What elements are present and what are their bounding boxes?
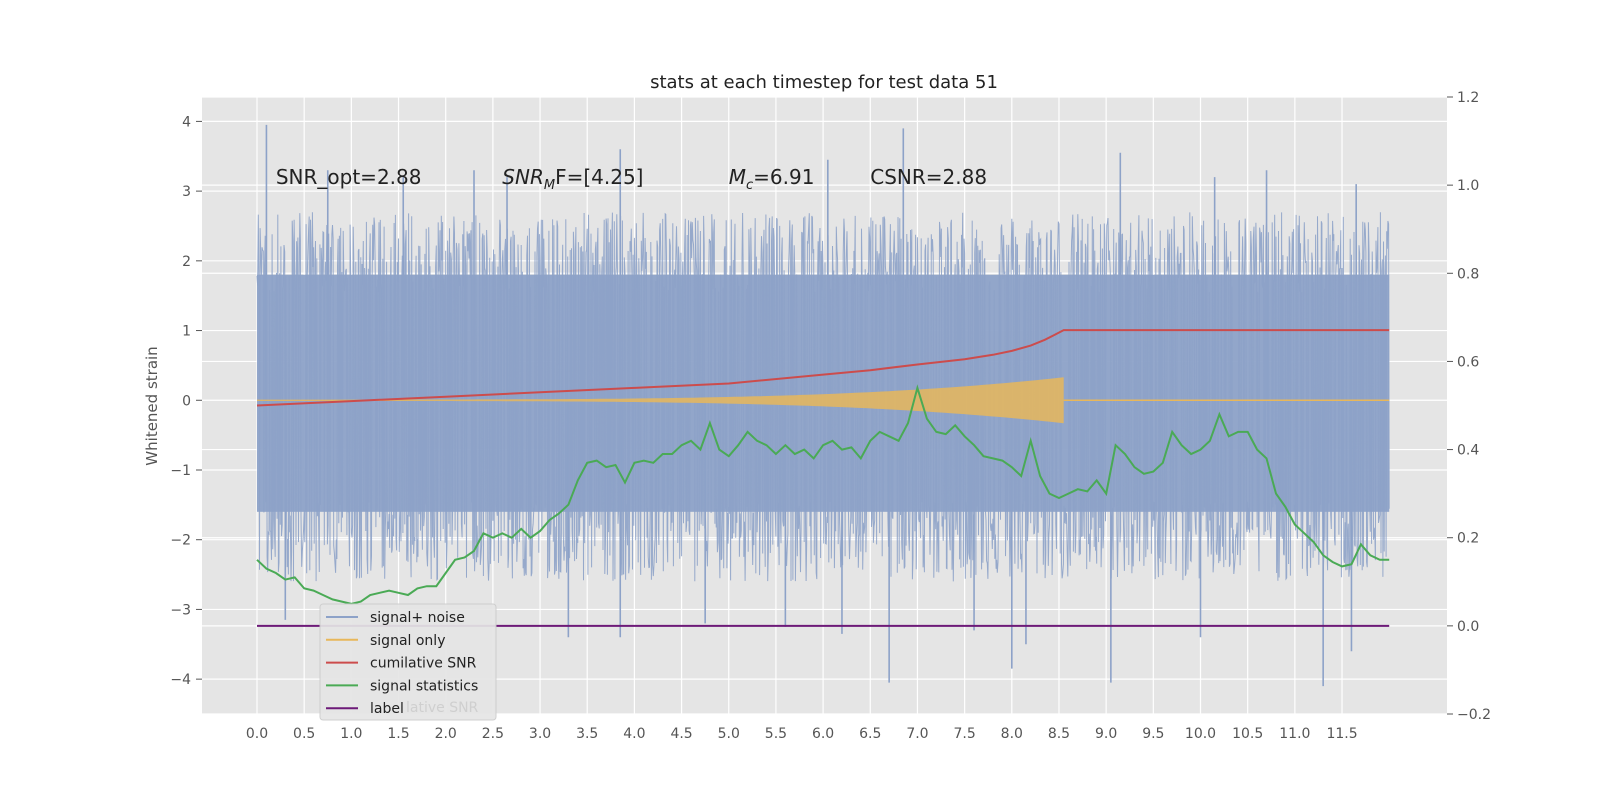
- x-tick-label: 3.5: [576, 726, 598, 742]
- legend-label: signal only: [370, 633, 445, 649]
- stat-annotation: CSNR=2.88: [870, 165, 987, 189]
- x-tick-label: 9.0: [1095, 726, 1117, 742]
- x-tick-label: 4.0: [623, 726, 645, 742]
- x-tick-label: 5.5: [765, 726, 787, 742]
- x-tick-label: 7.0: [906, 726, 928, 742]
- y-axis-label: Whitened strain: [143, 346, 161, 465]
- x-tick-label: 11.0: [1279, 726, 1310, 742]
- x-tick-label: 4.5: [670, 726, 692, 742]
- y-tick-label: 1: [182, 324, 191, 340]
- axis-ticks: 0.0 0.5 1.0 1.5 2.0 2.5 3.0 3.5 4.0 4.5 5.0 5.5 6.0 6…: [170, 90, 1491, 742]
- x-tick-label: 1.0: [340, 726, 362, 742]
- x-tick-label: 8.5: [1048, 726, 1070, 742]
- stat-annotation: Mc=6.91: [729, 165, 815, 193]
- x-tick-label: 7.5: [953, 726, 975, 742]
- legend-label: label: [370, 701, 404, 717]
- y2-tick-label: 0.0: [1457, 619, 1479, 635]
- legend-ghost-text: lative SNR: [406, 700, 479, 716]
- x-tick-label: 0.0: [246, 726, 268, 742]
- chart-title: stats at each timestep for test data 51: [650, 72, 998, 93]
- y2-tick-label: −0.2: [1457, 707, 1491, 723]
- x-tick-label: 9.5: [1142, 726, 1164, 742]
- y2-tick-label: 1.2: [1457, 90, 1479, 106]
- y-tick-label: 4: [182, 114, 191, 130]
- x-tick-label: 5.0: [718, 726, 740, 742]
- y-tick-label: 2: [182, 254, 191, 270]
- y2-tick-label: 0.8: [1457, 266, 1479, 282]
- y2-tick-label: 0.6: [1457, 354, 1479, 370]
- legend-label: cumilative SNR: [370, 656, 477, 672]
- legend-label: signal+ noise: [370, 610, 465, 626]
- stat-annotations: SNR_opt=2.88 SNRMF=[4.25] Mc=6.91 CSNR=2.88: [276, 165, 987, 193]
- y2-tick-label: 0.2: [1457, 531, 1479, 547]
- x-tick-label: 10.5: [1232, 726, 1263, 742]
- y-tick-label: −3: [170, 602, 191, 618]
- signal-statistics-line: [256, 384, 1390, 605]
- x-tick-label: 2.5: [482, 726, 504, 742]
- y-tick-label: −4: [170, 672, 191, 688]
- cumilative-snr-line: [256, 329, 1390, 407]
- x-tick-label: 10.0: [1185, 726, 1216, 742]
- x-tick-label: 0.5: [293, 726, 315, 742]
- y-tick-label: −1: [170, 463, 191, 479]
- y2-tick-label: 0.4: [1457, 443, 1479, 459]
- y-tick-label: 3: [182, 184, 191, 200]
- legend: lative SNR signal+ noise signal only cumila…: [319, 603, 497, 721]
- x-tick-label: 6.5: [859, 726, 881, 742]
- x-tick-label: 2.0: [435, 726, 457, 742]
- y2-tick-label: 1.0: [1457, 178, 1479, 194]
- x-tick-label: 3.0: [529, 726, 551, 742]
- x-tick-label: 1.5: [387, 726, 409, 742]
- x-tick-label: 8.0: [1001, 726, 1023, 742]
- y-tick-label: 0: [182, 393, 191, 409]
- legend-box: [319, 603, 497, 721]
- legend-label: signal statistics: [370, 678, 478, 694]
- x-tick-label: 6.0: [812, 726, 834, 742]
- stat-annotation: SNR_opt=2.88: [276, 165, 422, 189]
- y-tick-label: −2: [170, 533, 191, 549]
- signal-only-chirp: [257, 377, 1064, 424]
- plot-area: [256, 124, 1390, 687]
- x-tick-label: 11.5: [1326, 726, 1357, 742]
- stat-annotation: SNRMF=[4.25]: [502, 165, 643, 193]
